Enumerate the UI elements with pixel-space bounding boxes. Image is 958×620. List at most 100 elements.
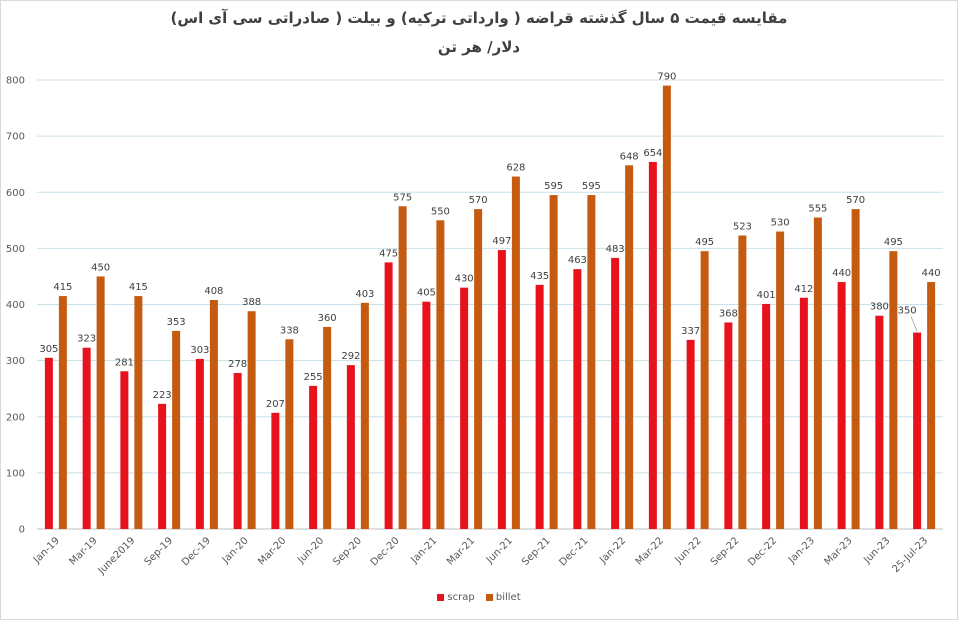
x-tick-label: 25-Jul-23 — [890, 535, 930, 575]
x-tick-label: Jan-21 — [409, 535, 440, 566]
x-tick-label: Dec-21 — [557, 535, 590, 568]
bar-scrap — [611, 257, 620, 529]
bar-scrap — [460, 287, 469, 529]
chart-title: مقایسه قیمت ۵ سال گذشته قراضه ( وارداتی … — [170, 9, 788, 27]
bar-billet — [549, 195, 558, 529]
bar-scrap — [309, 385, 318, 529]
bar-billet — [96, 276, 105, 529]
legend-item-scrap: scrap — [437, 592, 475, 603]
data-label-scrap: 463 — [568, 255, 587, 266]
data-label-scrap: 368 — [719, 308, 738, 319]
data-label-billet: 403 — [355, 289, 374, 300]
bar-billet — [209, 300, 218, 529]
data-label-billet: 415 — [129, 282, 148, 293]
data-label-billet: 360 — [318, 313, 337, 324]
bar-billet — [587, 195, 596, 529]
y-tick-label: 500 — [6, 244, 25, 255]
bar-scrap — [44, 357, 53, 529]
bar-billet — [625, 165, 634, 529]
bar-scrap — [535, 284, 544, 529]
bar-billet — [247, 311, 256, 529]
data-label-billet: 523 — [733, 221, 752, 232]
y-tick-label: 200 — [6, 412, 25, 423]
legend-swatch-scrap — [437, 593, 445, 601]
y-tick-label: 700 — [6, 132, 25, 143]
data-label-scrap: 292 — [341, 351, 360, 362]
data-label-billet: 575 — [393, 192, 412, 203]
x-tick-label: Mar-23 — [823, 535, 855, 567]
bar-scrap — [686, 339, 695, 529]
bar-billet — [474, 209, 483, 529]
data-label-billet: 628 — [506, 163, 525, 174]
bar-billet — [700, 251, 709, 529]
x-tick-label: Dec-20 — [369, 535, 402, 568]
data-label-billet: 338 — [280, 325, 299, 336]
data-label-billet: 570 — [469, 195, 488, 206]
data-label-scrap: 435 — [530, 271, 549, 282]
bar-scrap — [82, 347, 91, 529]
bar-scrap — [875, 315, 884, 529]
x-tick-label: Jan-22 — [597, 535, 628, 566]
x-tick-label: Jun-21 — [484, 535, 515, 566]
x-tick-label: Sep-21 — [520, 535, 553, 568]
bar-scrap — [120, 371, 129, 529]
data-label-scrap: 305 — [39, 344, 58, 355]
data-label-scrap: 497 — [492, 236, 511, 247]
bar-scrap — [497, 250, 506, 529]
data-label-scrap: 278 — [228, 359, 247, 370]
bar-billet — [285, 339, 294, 529]
x-tick-label: Mar-22 — [634, 535, 666, 567]
data-label-billet: 555 — [808, 204, 827, 215]
bar-scrap — [913, 332, 922, 529]
x-tick-label: Sep-22 — [709, 535, 742, 568]
bar-scrap — [837, 282, 846, 529]
data-label-scrap: 405 — [417, 288, 436, 299]
bar-scrap — [271, 412, 280, 529]
data-label-billet: 388 — [242, 297, 261, 308]
chart-subtitle: دلار/ هر تن — [437, 38, 521, 56]
data-label-billet: 648 — [620, 151, 639, 162]
x-tick-label: Jun-22 — [673, 535, 704, 566]
x-tick-label: Jan-19 — [31, 535, 62, 566]
data-label-billet: 408 — [204, 286, 223, 297]
data-label-scrap: 337 — [681, 326, 700, 337]
data-label-scrap: 350 — [898, 306, 917, 317]
x-tick-label: Jan-20 — [220, 535, 251, 566]
bar-scrap — [195, 358, 204, 529]
bar-billet — [889, 251, 898, 529]
data-label-billet: 440 — [922, 268, 941, 279]
data-label-scrap: 380 — [870, 302, 889, 313]
data-label-scrap: 483 — [606, 244, 625, 255]
y-tick-label: 600 — [6, 188, 25, 199]
x-tick-label: June2019 — [96, 535, 138, 577]
data-label-scrap: 281 — [115, 357, 134, 368]
data-label-billet: 495 — [884, 237, 903, 248]
bar-billet — [436, 220, 445, 529]
data-label-scrap: 255 — [304, 372, 323, 383]
bar-billet — [813, 217, 822, 529]
bar-billet — [398, 206, 407, 529]
x-tick-label: Dec-19 — [180, 535, 213, 568]
bar-scrap — [158, 403, 167, 529]
data-label-scrap: 412 — [794, 284, 813, 295]
data-label-scrap: 303 — [190, 345, 209, 356]
bar-billet — [851, 209, 860, 529]
legend-label-billet: billet — [495, 592, 521, 603]
bar-billet — [738, 235, 747, 529]
data-label-scrap: 440 — [832, 268, 851, 279]
bar-scrap — [384, 262, 393, 529]
bar-scrap — [799, 297, 808, 529]
bar-scrap — [648, 161, 657, 529]
data-label-scrap: 475 — [379, 248, 398, 259]
legend-swatch-billet — [485, 593, 493, 601]
data-label-billet: 595 — [544, 181, 563, 192]
bar-scrap — [346, 365, 355, 529]
y-tick-label: 100 — [6, 468, 25, 479]
bar-scrap — [762, 303, 771, 529]
data-label-billet: 353 — [167, 317, 186, 328]
data-label-billet: 495 — [695, 237, 714, 248]
data-label-billet: 415 — [53, 282, 72, 293]
y-tick-label: 0 — [19, 525, 25, 536]
data-label-billet: 570 — [846, 195, 865, 206]
data-label-scrap: 323 — [77, 334, 96, 345]
